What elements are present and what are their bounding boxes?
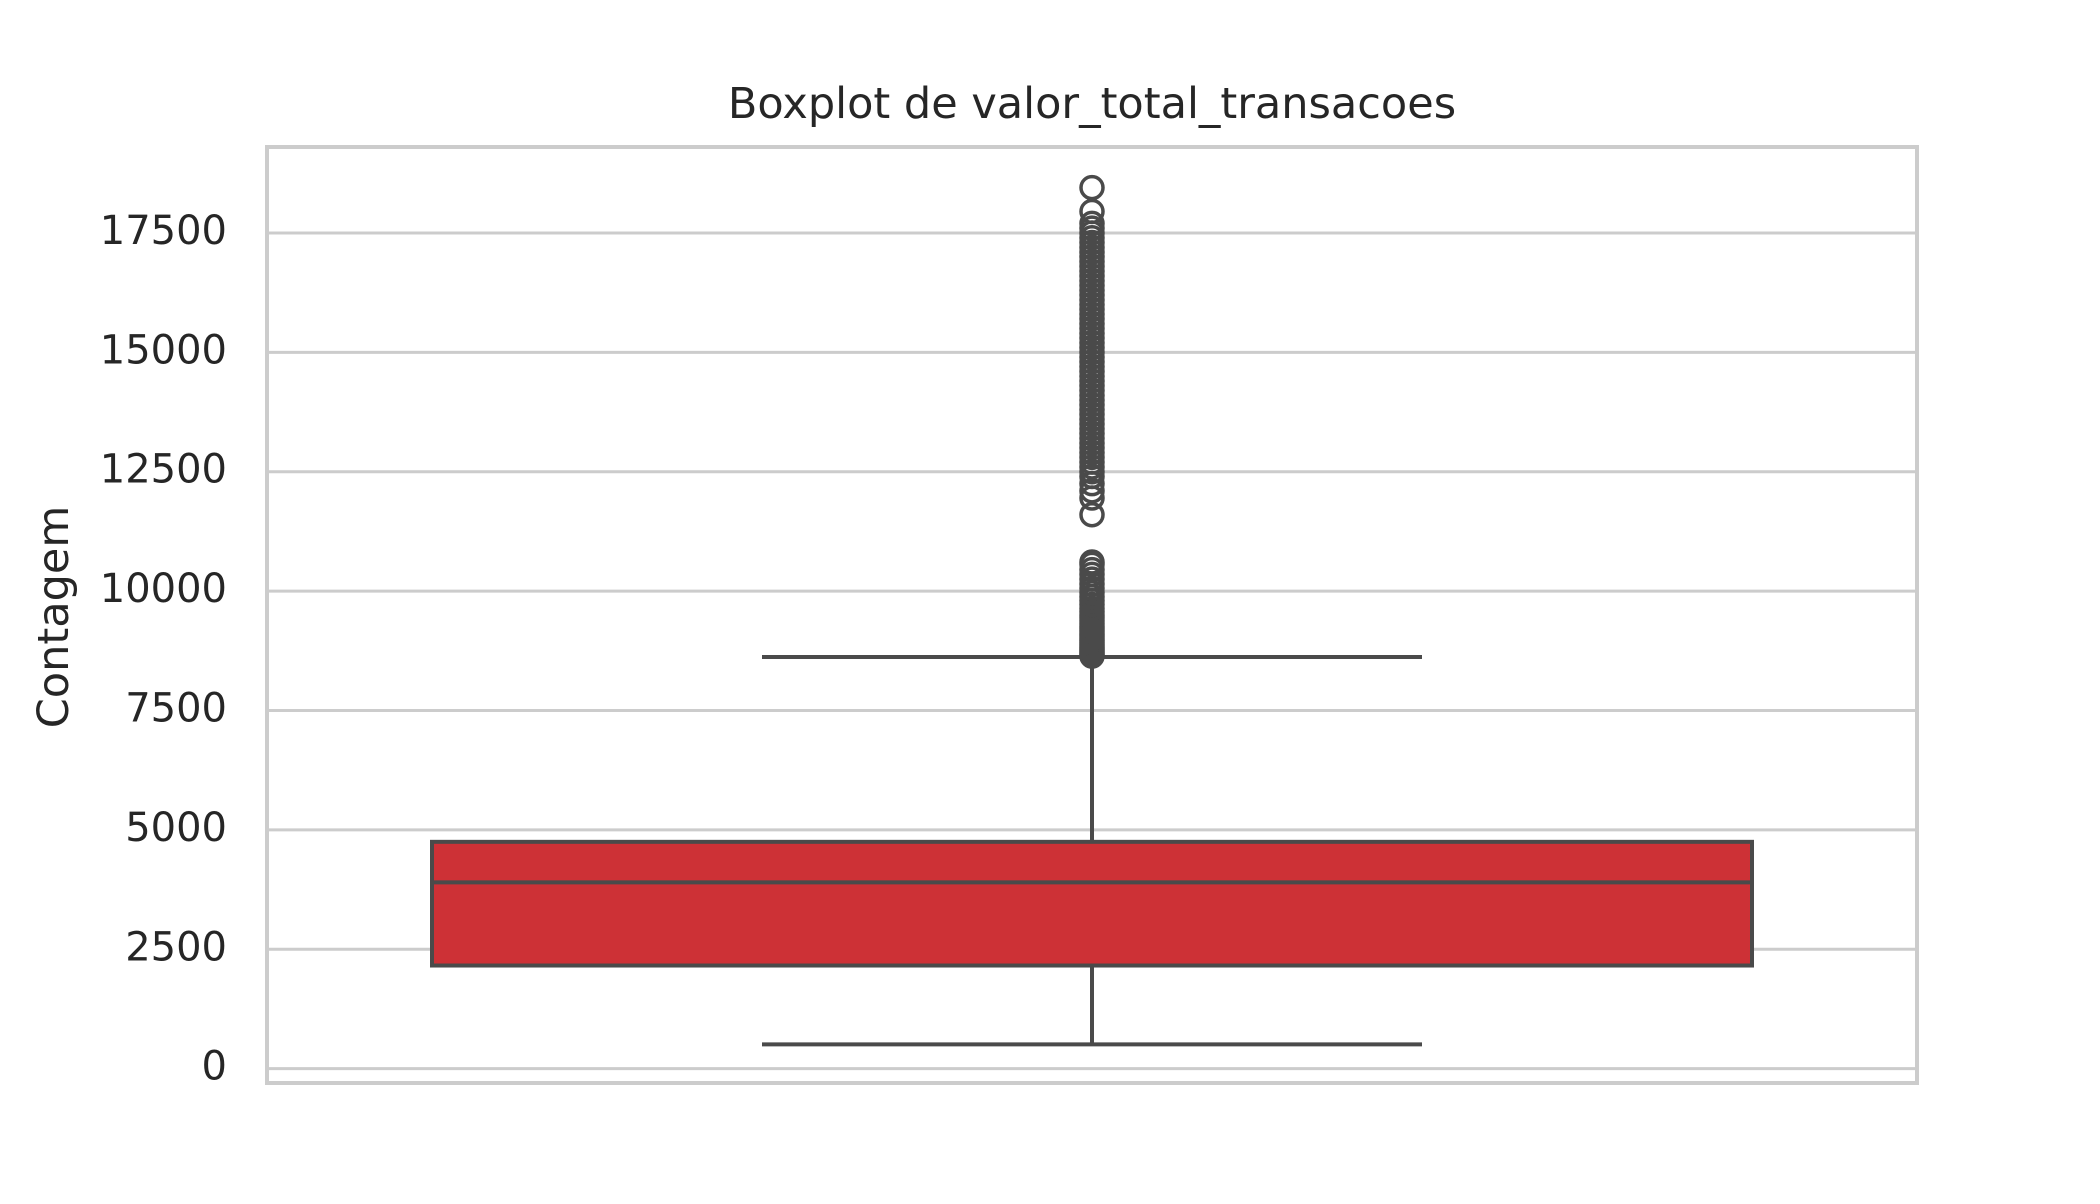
iqr-box	[430, 839, 1754, 968]
y-tick-label-10000: 10000	[100, 566, 227, 612]
outlier-point	[1079, 174, 1105, 201]
y-tick-label-17500: 17500	[100, 208, 227, 254]
plot-area-frame	[265, 145, 1919, 1085]
y-axis-ticks: 0 2500 5000 7500 10000 12500 15000 17500	[100, 208, 227, 1090]
y-tick-label-15000: 15000	[100, 327, 227, 373]
y-tick-label-5000: 5000	[125, 805, 227, 851]
outlier-point	[1079, 478, 1105, 504]
y-axis-label: Contagem	[29, 506, 79, 728]
y-tick-label-2500: 2500	[125, 924, 227, 970]
chart-title: Boxplot de valor_total_transacoes	[728, 79, 1456, 129]
y-tick-label-7500: 7500	[125, 686, 227, 732]
y-tick-label-12500: 12500	[100, 447, 227, 493]
y-tick-label-0: 0	[202, 1044, 227, 1090]
box-plot-group	[430, 655, 1754, 1047]
outlier-point	[1079, 198, 1105, 225]
outlier-point	[1079, 210, 1105, 237]
outlier-points	[1079, 174, 1105, 669]
outlier-point	[1079, 549, 1105, 575]
outlier-point	[1079, 501, 1105, 528]
